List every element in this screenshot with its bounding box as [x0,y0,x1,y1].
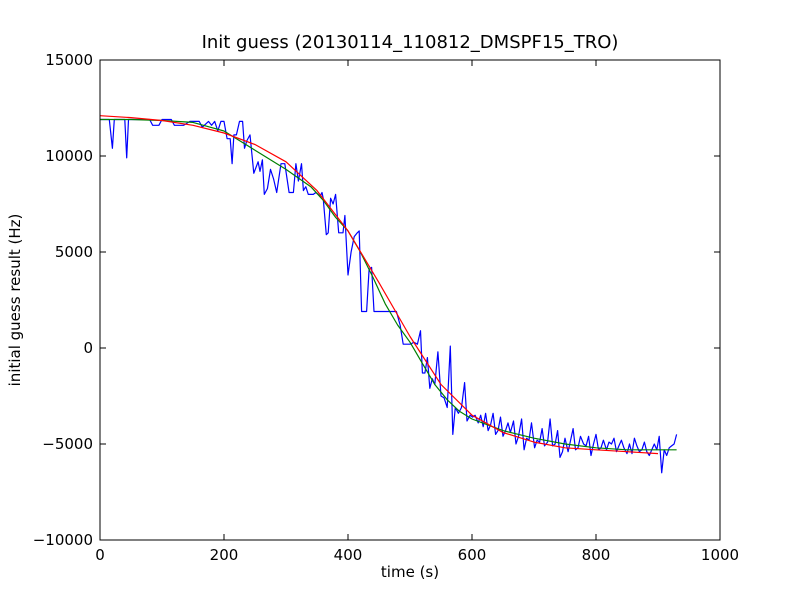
y-tick-label: 10000 [45,147,93,165]
series-line-2 [100,118,677,451]
series-line-3 [99,115,659,455]
y-tick-label: −10000 [33,531,93,549]
x-tick-label: 0 [95,546,105,564]
x-axis-title: time (s) [381,563,439,581]
y-tick-label: 0 [83,339,93,357]
y-tick-label: −5000 [42,435,93,453]
y-tick-label: 5000 [55,243,93,261]
x-tick-label: 600 [458,546,487,564]
x-tick-label: 400 [334,546,363,564]
series-layer [99,115,678,474]
plot-frame [99,59,721,541]
x-tick-label: 800 [582,546,611,564]
y-axis-title: initial guess result (Hz) [6,214,24,387]
x-tick-label: 1000 [701,546,739,564]
chart-title: Init guess (20130114_110812_DMSPF15_TRO) [202,32,619,53]
y-tick-label: 15000 [45,51,93,69]
x-tick-label: 200 [210,546,239,564]
series-line-1 [100,118,678,474]
ticks-layer: 0 200 400 600 800 1000 −10000 −5000 0 5000 10000 15… [33,51,739,564]
